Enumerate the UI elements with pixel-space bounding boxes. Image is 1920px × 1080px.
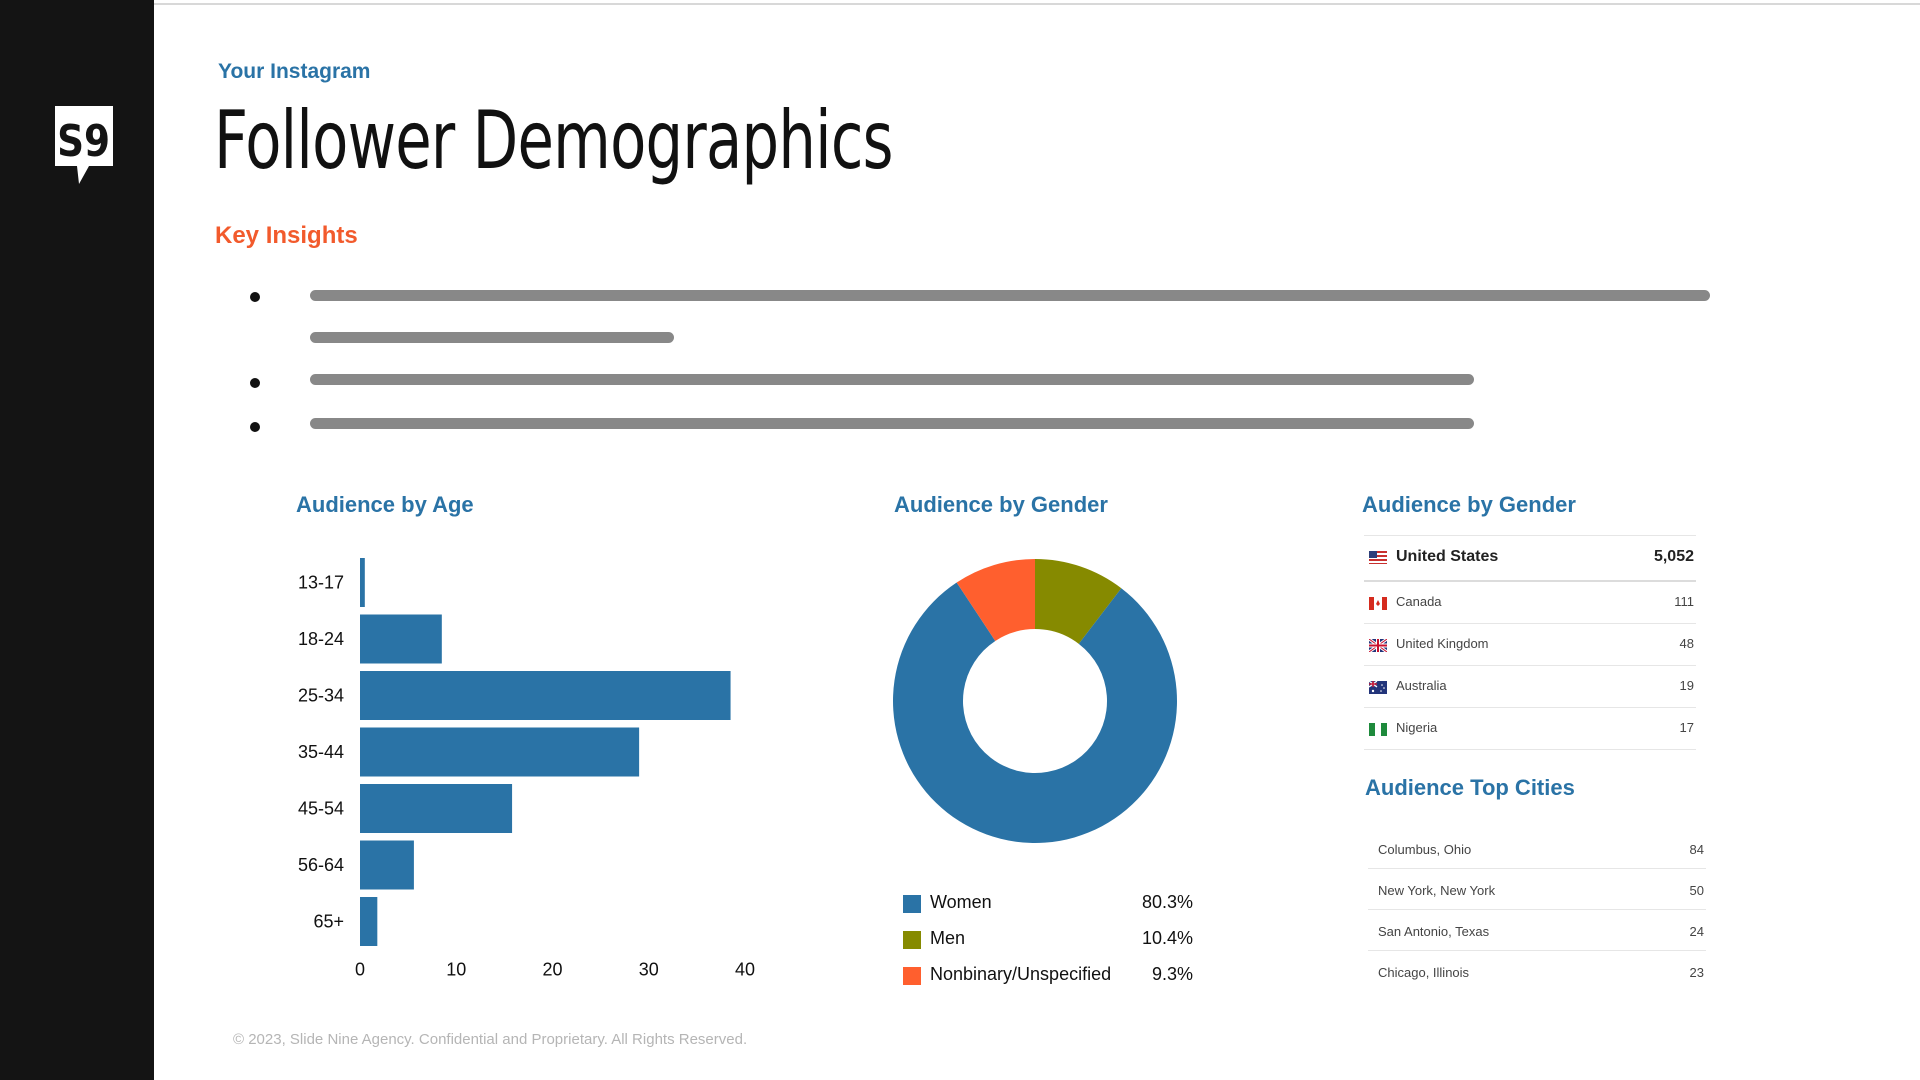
table-row: United States 5,052 (1364, 536, 1696, 582)
age-category-label: 56-64 (298, 855, 344, 875)
uk-flag-icon (1369, 639, 1387, 652)
x-tick-label: 10 (446, 960, 466, 980)
city-name: New York, New York (1378, 883, 1496, 898)
bullet-point (250, 378, 260, 388)
legend-label: Men (930, 928, 966, 948)
country-name: Nigeria (1396, 720, 1438, 735)
table-row: Canada 111 (1364, 582, 1696, 624)
redacted-text-line (310, 374, 1474, 385)
table-row: New York, New York 50 (1368, 869, 1706, 910)
canada-flag-icon (1369, 597, 1387, 610)
top-divider (154, 3, 1920, 5)
legend-label: Women (930, 892, 992, 912)
bullet-point (250, 422, 260, 432)
country-count: 17 (1679, 720, 1694, 735)
legend-swatch-men (903, 931, 921, 949)
city-name: Columbus, Ohio (1378, 842, 1472, 857)
cities-table: Columbus, Ohio 84 New York, New York 50 … (1368, 828, 1706, 991)
city-name: Chicago, Illinois (1378, 965, 1470, 980)
city-count: 84 (1689, 842, 1704, 857)
country-count: 48 (1679, 636, 1694, 651)
city-count: 24 (1689, 924, 1704, 939)
age-category-label: 18-24 (298, 629, 344, 649)
eyebrow-label: Your Instagram (218, 60, 371, 83)
logo-text: S9 (57, 115, 110, 167)
key-insights-heading: Key Insights (215, 222, 358, 249)
x-tick-label: 0 (355, 960, 365, 980)
country-table-title: Audience by Gender (1362, 492, 1576, 517)
footer-copyright: © 2023, Slide Nine Agency. Confidential … (233, 1031, 748, 1048)
table-row: Chicago, Illinois 23 (1368, 951, 1706, 991)
table-row: San Antonio, Texas 24 (1368, 910, 1706, 951)
gender-chart-title: Audience by Gender (894, 492, 1108, 517)
country-count: 5,052 (1653, 548, 1694, 565)
legend-item: Nonbinary/Unspecified 9.3% (903, 962, 1193, 998)
australia-flag-icon (1369, 681, 1387, 694)
age-bar (360, 614, 442, 664)
age-bar (360, 558, 365, 607)
age-category-label: 35-44 (298, 742, 344, 762)
country-count: 19 (1679, 678, 1694, 693)
legend-value: 9.3% (1151, 964, 1193, 984)
legend-swatch-nonbinary (903, 967, 921, 985)
age-bar (360, 727, 640, 777)
redacted-text-line (310, 332, 674, 343)
legend-value: 10.4% (1141, 928, 1193, 948)
legend-item: Men 10.4% (903, 926, 1193, 962)
country-name: Canada (1396, 594, 1442, 609)
city-count: 50 (1689, 883, 1704, 898)
redacted-text-line (310, 290, 1710, 301)
city-name: San Antonio, Texas (1378, 924, 1490, 939)
nigeria-flag-icon (1369, 723, 1387, 736)
donut-slice (1035, 559, 1122, 644)
sidebar: S9 (0, 0, 154, 1080)
table-row: Australia 19 (1364, 666, 1696, 708)
table-row: Nigeria 17 (1364, 708, 1696, 750)
country-count: 111 (1674, 594, 1694, 609)
gender-donut-chart (893, 559, 1177, 843)
age-bar (360, 897, 378, 946)
age-bar (360, 784, 513, 833)
age-bar-chart: 13-17 18-24 25-34 35-44 45-54 56-64 65+ 0 10 20 30… (298, 558, 755, 980)
age-category-label: 45-54 (298, 799, 344, 819)
gender-legend: Women 80.3% Men 10.4% Nonbinary/Unspecif… (903, 890, 1193, 998)
legend-item: Women 80.3% (903, 890, 1193, 926)
table-row: Columbus, Ohio 84 (1368, 828, 1706, 869)
age-category-label: 65+ (313, 912, 344, 932)
age-chart-title: Audience by Age (296, 492, 474, 517)
table-row: United Kingdom 48 (1364, 624, 1696, 666)
x-tick-label: 30 (639, 960, 659, 980)
country-name: Australia (1396, 678, 1447, 693)
donut-slice (893, 582, 1177, 843)
legend-label: Nonbinary/Unspecified (930, 964, 1112, 984)
country-name: United Kingdom (1396, 636, 1489, 651)
age-bar (360, 671, 731, 720)
x-tick-label: 20 (542, 960, 562, 980)
page-title: Follower Demographics (214, 94, 894, 187)
cities-table-title: Audience Top Cities (1365, 775, 1575, 800)
s9-logo: S9 (55, 106, 113, 184)
age-category-label: 13-17 (298, 573, 344, 593)
age-bar (360, 840, 414, 890)
x-tick-label: 40 (735, 960, 755, 980)
legend-swatch-women (903, 895, 921, 913)
age-category-label: 25-34 (298, 686, 344, 706)
redacted-text-line (310, 418, 1474, 429)
country-name: United States (1396, 548, 1499, 565)
city-count: 23 (1689, 965, 1704, 980)
country-table: United States 5,052 Canada 111 United Ki… (1364, 535, 1696, 750)
donut-slice (956, 559, 1035, 641)
legend-value: 80.3% (1141, 892, 1193, 912)
us-flag-icon (1369, 551, 1387, 564)
bullet-point (250, 292, 260, 302)
